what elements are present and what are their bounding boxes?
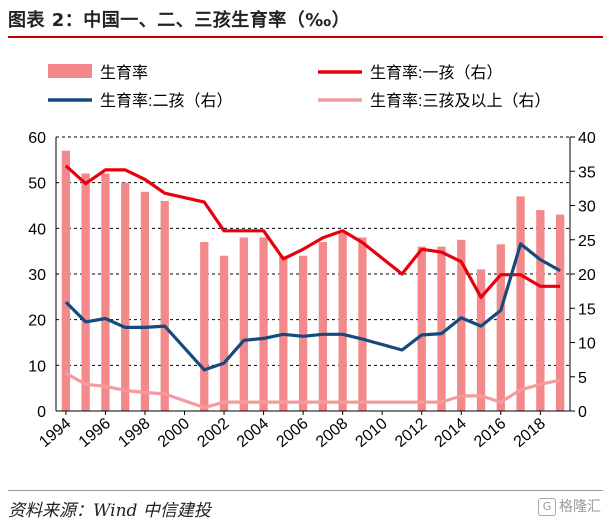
bar	[298, 255, 308, 411]
bar	[318, 242, 328, 411]
right-tick-label: 5	[578, 370, 587, 387]
x-tick-label: 2012	[392, 415, 430, 451]
x-tick-label: 2018	[511, 415, 549, 451]
series-line-3	[65, 371, 561, 410]
legend-label: 生育率:三孩及以上（右）	[370, 92, 550, 110]
legend-label: 生育率:二孩（右）	[100, 92, 232, 110]
legend-label: 生育率	[100, 64, 148, 82]
watermark-icon: G	[538, 498, 556, 516]
right-tick-label: 15	[578, 301, 596, 318]
bar	[496, 244, 505, 411]
left-tick-label: 50	[28, 176, 46, 193]
bar	[476, 269, 486, 411]
bar	[358, 237, 367, 411]
title-rule	[8, 36, 603, 38]
bar	[239, 237, 248, 411]
x-tick-label: 2016	[471, 415, 509, 451]
left-tick-label: 40	[28, 221, 46, 238]
source-note: 资料来源：Wind 中信建投	[8, 501, 211, 521]
left-tick-label: 10	[28, 358, 46, 375]
bar	[516, 196, 525, 411]
bar	[160, 200, 169, 411]
right-tick-label: 20	[578, 267, 596, 284]
source-rule	[8, 490, 603, 491]
left-tick-label: 20	[28, 313, 46, 330]
bar	[200, 242, 209, 411]
watermark-text: 格隆汇	[559, 499, 601, 515]
bar	[457, 239, 466, 411]
legend-swatch	[48, 64, 92, 78]
bar	[536, 210, 545, 411]
right-tick-label: 30	[578, 199, 596, 216]
bar	[417, 246, 426, 411]
x-tick-label: 1996	[76, 415, 114, 451]
x-tick-label: 2004	[234, 415, 272, 451]
x-tick-label: 1998	[115, 415, 153, 451]
x-tick-label: 2014	[432, 415, 470, 451]
x-tick-label: 2000	[155, 415, 193, 451]
right-tick-label: 10	[578, 336, 596, 353]
watermark: G 格隆汇	[538, 496, 601, 516]
right-tick-label: 0	[578, 404, 587, 421]
x-tick-label: 2008	[313, 415, 351, 451]
bar	[338, 232, 347, 411]
bar	[101, 173, 110, 411]
bar	[555, 214, 565, 411]
x-tick-label: 2010	[353, 415, 391, 451]
bar	[259, 237, 268, 411]
bar	[219, 255, 229, 411]
legend-label: 生育率:一孩（右）	[370, 64, 502, 82]
chart-title: 图表 2：中国一、二、三孩生育率（‰）	[8, 10, 351, 31]
series-line-1	[64, 164, 561, 299]
bar	[140, 191, 150, 411]
bar	[437, 246, 446, 411]
x-tick-label: 2002	[194, 415, 232, 451]
right-tick-label: 35	[578, 164, 596, 181]
x-tick-label: 2006	[273, 415, 311, 451]
left-tick-label: 30	[28, 267, 46, 284]
left-tick-label: 0	[37, 404, 46, 421]
bar	[61, 150, 71, 411]
right-tick-label: 25	[578, 233, 596, 250]
bar	[121, 182, 130, 411]
bar	[81, 173, 90, 411]
left-tick-label: 60	[28, 130, 46, 147]
right-tick-label: 40	[578, 130, 596, 147]
series-line-2	[64, 242, 561, 372]
